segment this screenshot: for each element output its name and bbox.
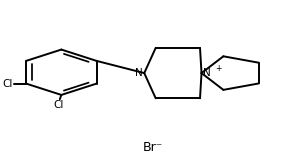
Text: Br⁻: Br⁻ bbox=[143, 141, 164, 154]
Text: N: N bbox=[135, 68, 143, 78]
Text: N: N bbox=[203, 68, 211, 78]
Text: Cl: Cl bbox=[53, 100, 64, 110]
Text: Cl: Cl bbox=[2, 79, 12, 89]
Text: +: + bbox=[215, 64, 222, 73]
